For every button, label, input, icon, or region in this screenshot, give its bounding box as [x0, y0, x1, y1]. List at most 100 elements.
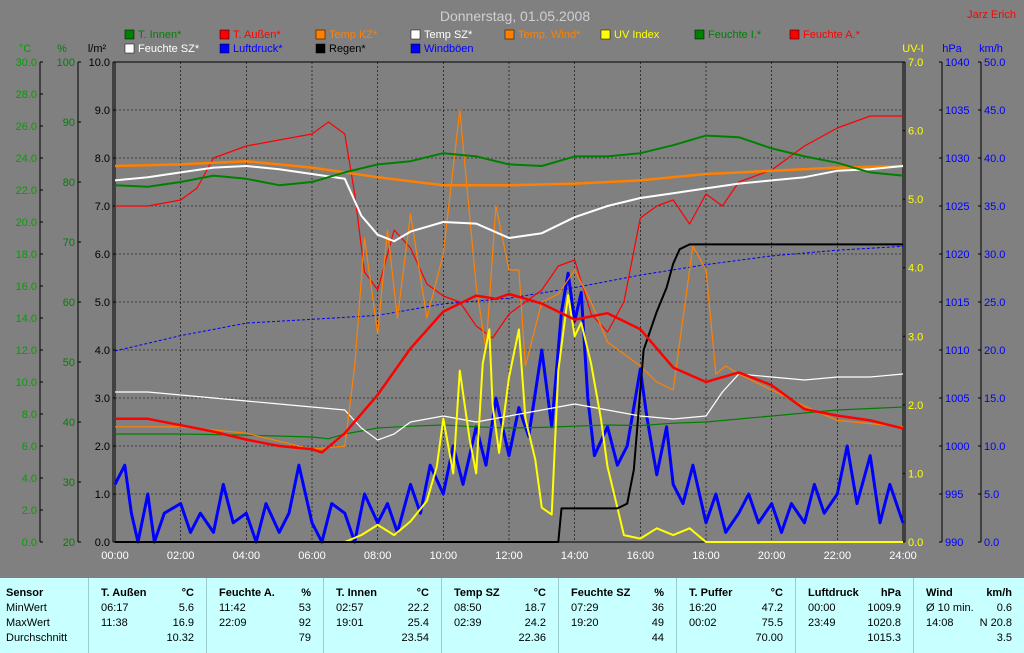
axis-tick-label-wind_kmh: 15.0 — [984, 393, 1005, 405]
stats-value: 49 — [651, 617, 664, 629]
stats-time: 14:08 — [926, 617, 954, 629]
legend-label: Feuchte SZ* — [138, 43, 200, 55]
x-tick-label: 22:00 — [824, 550, 852, 562]
stats-column-unit: % — [654, 587, 664, 599]
axis-tick-label-rain_lm2: 5.0 — [95, 297, 110, 309]
x-tick-label: 24:00 — [889, 550, 917, 562]
axis-tick-label-wind_kmh: 40.0 — [984, 153, 1005, 165]
series-uv-index — [115, 294, 903, 543]
axis-unit-rain_lm2: l/m² — [88, 43, 107, 55]
axis-tick-label-wind_kmh: 25.0 — [984, 297, 1005, 309]
x-tick-label: 20:00 — [758, 550, 786, 562]
axis-tick-label-humidity_pct: 50 — [63, 357, 75, 369]
stats-row: 11:42 53 — [213, 601, 317, 616]
stats-value: 23.54 — [401, 632, 429, 644]
axis-tick-label-temp_c: 8.0 — [22, 409, 37, 421]
stats-row: Wind km/h — [920, 586, 1018, 601]
stats-row: Ø 10 min. 0.6 — [920, 601, 1018, 616]
axis-tick-label-wind_kmh: 30.0 — [984, 249, 1005, 261]
stats-row: Feuchte SZ% — [565, 586, 670, 601]
stats-column: T. Außen °C 06:17 5.6 11:38 16.9 10.32 — [88, 578, 206, 653]
legend-label: Feuchte A.* — [803, 29, 861, 41]
axis-tick-label-temp_c: 6.0 — [22, 441, 37, 453]
legend-swatch — [694, 29, 705, 40]
legend-swatch — [504, 29, 515, 40]
stats-column-unit: °C — [416, 587, 429, 599]
stats-column-name: T. Innen — [336, 587, 377, 599]
stats-value: 44 — [651, 632, 664, 644]
stats-value: 16.9 — [172, 617, 194, 629]
axis-unit-temp_c: °C — [19, 43, 31, 55]
stats-column: Feuchte SZ% 07:29 36 19:20 49 44 — [558, 578, 676, 653]
x-tick-label: 02:00 — [167, 550, 195, 562]
stats-row: 1015.3 — [802, 631, 907, 646]
stats-time: 11:38 — [101, 617, 128, 629]
axis-tick-label-rain_lm2: 4.0 — [95, 345, 110, 357]
stats-max-label: MaxWert — [6, 617, 50, 629]
axis-tick-label-rain_lm2: 1.0 — [95, 489, 110, 501]
stats-row: 14:08 N 20.8 — [920, 616, 1018, 631]
series-t-innen — [114, 134, 904, 188]
stats-row: 00:00 1009.9 — [802, 601, 907, 616]
series-feuchte-sz — [115, 373, 904, 441]
legend-label: Temp KZ* — [329, 29, 378, 41]
stats-sensor-column: Sensor MinWert MaxWert Durchschnitt — [0, 578, 88, 653]
axis-tick-label-wind_kmh: 35.0 — [984, 201, 1005, 213]
axis-tick-label-rain_lm2: 7.0 — [95, 201, 110, 213]
stats-row: 23:49 1020.8 — [802, 616, 907, 631]
stats-value: 36 — [651, 602, 664, 614]
axis-tick-label-rain_lm2: 3.0 — [95, 393, 110, 405]
stats-row: 16:20 47.2 — [683, 601, 789, 616]
legend: T. Innen* Feuchte SZ* T. Außen* Luftdruck* T… — [124, 29, 861, 55]
axis-tick-label-pressure_hpa: 1005 — [945, 393, 969, 405]
legend-label: Regen* — [329, 43, 366, 55]
stats-value: 3.5 — [996, 632, 1012, 644]
axis-tick-label-humidity_pct: 100 — [57, 57, 75, 69]
legend-swatch — [124, 29, 135, 40]
axis-tick-label-uv: 0.0 — [908, 537, 923, 549]
stats-row: 06:17 5.6 — [95, 601, 200, 616]
axis-tick-label-wind_kmh: 5.0 — [984, 489, 999, 501]
x-tick-label: 14:00 — [561, 550, 589, 562]
axis-tick-label-pressure_hpa: 1030 — [945, 153, 969, 165]
stats-time: 22:09 — [219, 617, 247, 629]
legend-label: Luftdruck* — [233, 43, 283, 55]
axis-tick-label-temp_c: 22.0 — [16, 185, 37, 197]
stats-column-unit: km/h — [986, 587, 1012, 599]
legend-label: Windböen — [424, 43, 474, 55]
stats-column-unit: % — [301, 587, 311, 599]
stats-column: T. Innen °C 02:57 22.2 19:01 25.4 23.54 — [323, 578, 441, 653]
stats-row: 00:02 75.5 — [683, 616, 789, 631]
stats-value: 75.5 — [761, 617, 783, 629]
x-tick-label: 12:00 — [495, 550, 523, 562]
stats-value: 47.2 — [761, 602, 783, 614]
axis-tick-label-humidity_pct: 60 — [63, 297, 75, 309]
axis-tick-label-humidity_pct: 70 — [63, 237, 75, 249]
axis-tick-label-temp_c: 16.0 — [16, 281, 37, 293]
stats-time: 19:20 — [571, 617, 599, 629]
axis-tick-label-uv: 4.0 — [908, 263, 923, 275]
stats-time: 07:29 — [571, 602, 599, 614]
statistics-panel: Sensor MinWert MaxWert Durchschnitt T. A… — [0, 578, 1024, 653]
stats-time: 00:02 — [689, 617, 717, 629]
legend-swatch — [219, 43, 230, 54]
axis-tick-label-wind_kmh: 20.0 — [984, 345, 1005, 357]
stats-value: 25.4 — [407, 617, 429, 629]
stats-column-unit: °C — [533, 587, 546, 599]
stats-value: N 20.8 — [979, 617, 1012, 629]
axis-tick-label-temp_c: 30.0 — [16, 57, 37, 69]
stats-row: 11:38 16.9 — [95, 616, 200, 631]
stats-row: 02:39 24.2 — [448, 616, 552, 631]
axis-tick-label-temp_c: 18.0 — [16, 249, 37, 261]
stats-min-label: MinWert — [6, 602, 47, 614]
axis-tick-label-rain_lm2: 9.0 — [95, 105, 110, 117]
stats-value: 53 — [298, 602, 311, 614]
legend-label: UV Index — [614, 29, 660, 41]
stats-value: 92 — [298, 617, 311, 629]
stats-column-name: Feuchte A. — [219, 587, 275, 599]
axis-tick-label-rain_lm2: 0.0 — [95, 537, 110, 549]
series-feuchte-i — [115, 406, 904, 440]
stats-column-unit: °C — [181, 587, 194, 599]
stats-row: 19:20 49 — [565, 616, 670, 631]
axis-tick-label-temp_c: 0.0 — [22, 537, 37, 549]
